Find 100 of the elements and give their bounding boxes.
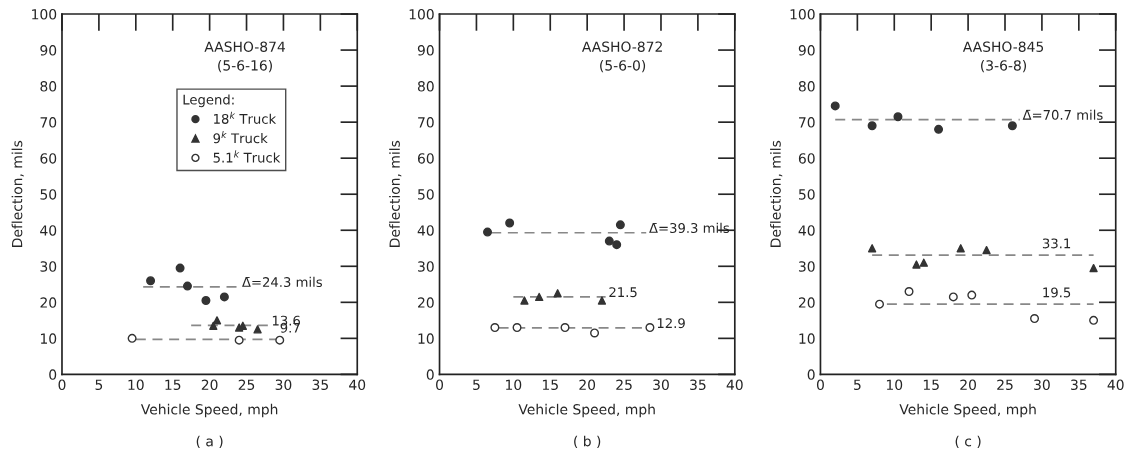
- annotation: 19.5: [1043, 287, 1071, 298]
- x-tick-label: 30: [653, 379, 669, 391]
- point: [597, 296, 607, 305]
- text: AASHO-874 (5-6-16): [204, 41, 286, 73]
- point: [590, 328, 600, 338]
- point: [483, 227, 493, 237]
- point: [253, 325, 262, 334]
- y-tick-label: 100: [32, 9, 57, 20]
- x-tick-label: 15: [542, 379, 558, 391]
- point: [934, 124, 944, 134]
- x-tick-label: 15: [165, 379, 181, 391]
- text: ( b ): [574, 435, 601, 449]
- x-tick-label: 20: [579, 379, 596, 391]
- y-tick-label: 50: [40, 189, 57, 200]
- x-tick-label: 20: [201, 379, 218, 391]
- x-tick-label: 0: [816, 379, 824, 391]
- y-tick-label: 0: [807, 369, 815, 380]
- y-tick-label: 40: [40, 225, 57, 236]
- point: [867, 121, 877, 131]
- point: [645, 323, 655, 333]
- point: [893, 112, 903, 122]
- y-tick-label: 10: [40, 333, 57, 344]
- x-tick-label: 30: [1034, 379, 1050, 391]
- y-tick-label: 100: [409, 9, 434, 20]
- text: AASHO-872 (5-6-0): [581, 41, 662, 73]
- y-tick-label: 70: [799, 117, 815, 128]
- annotation: 21.5: [609, 287, 637, 298]
- x-tick-label: 15: [923, 379, 939, 391]
- x-tick-label: 35: [312, 379, 328, 391]
- point: [867, 244, 877, 253]
- x-axis-title: Vehicle Speed, mph: [899, 403, 1036, 418]
- point: [146, 276, 156, 286]
- point: [982, 245, 991, 255]
- annotation: Δ̄=70.7 mils: [1022, 109, 1103, 120]
- x-axis-title: Vehicle Speed, mph: [518, 403, 655, 418]
- point: [535, 292, 544, 302]
- y-tick-label: 90: [40, 45, 57, 56]
- point: [560, 323, 570, 333]
- y-tick-label: 70: [40, 117, 57, 128]
- y-tick-label: 30: [40, 261, 57, 272]
- x-tick-label: 35: [690, 379, 706, 391]
- point: [956, 244, 965, 253]
- point: [1089, 263, 1098, 273]
- y-tick-label: 80: [417, 81, 434, 92]
- x-tick-label: 10: [128, 379, 144, 391]
- point: [948, 292, 958, 302]
- text: ( a ): [196, 435, 223, 449]
- y-tick-label: 50: [418, 189, 434, 200]
- x-tick-label: 40: [349, 379, 366, 391]
- point: [505, 218, 515, 228]
- x-tick-label: 25: [238, 379, 255, 391]
- x-tick-label: 25: [997, 379, 1013, 391]
- x-tick-label: 5: [854, 379, 861, 391]
- point: [219, 292, 229, 302]
- x-tick-label: 0: [436, 379, 444, 391]
- x-tick-label: 40: [1107, 379, 1124, 391]
- y-tick-label: 30: [798, 261, 815, 272]
- point: [1089, 315, 1099, 325]
- annotation: 33.1: [1042, 238, 1071, 249]
- y-tick-label: 90: [798, 45, 815, 56]
- y-tick-label: 20: [40, 297, 57, 308]
- y-tick-label: 20: [418, 297, 434, 308]
- y-axis-title: Deflection, mils: [770, 140, 783, 247]
- point: [175, 263, 185, 273]
- annotation: Δ̄=39.3 mils: [649, 222, 730, 233]
- y-tick-label: 30: [418, 261, 434, 272]
- x-axis-title: Vehicle Speed, mph: [140, 403, 278, 418]
- y-tick-label: 60: [417, 153, 434, 164]
- y-tick-label: 50: [798, 189, 815, 200]
- point: [520, 296, 529, 305]
- point: [512, 323, 522, 333]
- x-tick-label: 5: [95, 379, 103, 391]
- y-axis-title: Deflection, mils: [389, 140, 402, 247]
- y-tick-label: 80: [40, 81, 57, 92]
- y-tick-label: 10: [799, 333, 815, 344]
- point: [1007, 121, 1017, 131]
- point: [830, 101, 840, 111]
- annotation: Δ̄=24.3 mils: [242, 276, 322, 288]
- point: [912, 260, 921, 269]
- point: [127, 333, 137, 343]
- y-tick-label: 70: [418, 117, 434, 128]
- x-tick-label: 10: [506, 379, 522, 391]
- x-tick-label: 35: [1071, 379, 1087, 391]
- x-tick-label: 30: [275, 379, 292, 391]
- y-tick-label: 40: [417, 225, 434, 236]
- legend-title: Legend:: [183, 94, 234, 108]
- point: [604, 236, 614, 246]
- y-tick-label: 40: [798, 225, 815, 236]
- point: [275, 335, 285, 345]
- y-tick-label: 0: [49, 369, 57, 380]
- point: [182, 281, 192, 291]
- point: [612, 240, 622, 250]
- annotation: 12.9: [657, 318, 685, 329]
- x-tick-label: 20: [960, 379, 977, 391]
- x-tick-label: 0: [58, 379, 66, 391]
- x-tick-label: 10: [886, 379, 903, 391]
- x-tick-label: 40: [726, 379, 743, 391]
- point: [875, 299, 885, 309]
- y-tick-label: 10: [418, 333, 434, 344]
- x-tick-label: 25: [616, 379, 632, 391]
